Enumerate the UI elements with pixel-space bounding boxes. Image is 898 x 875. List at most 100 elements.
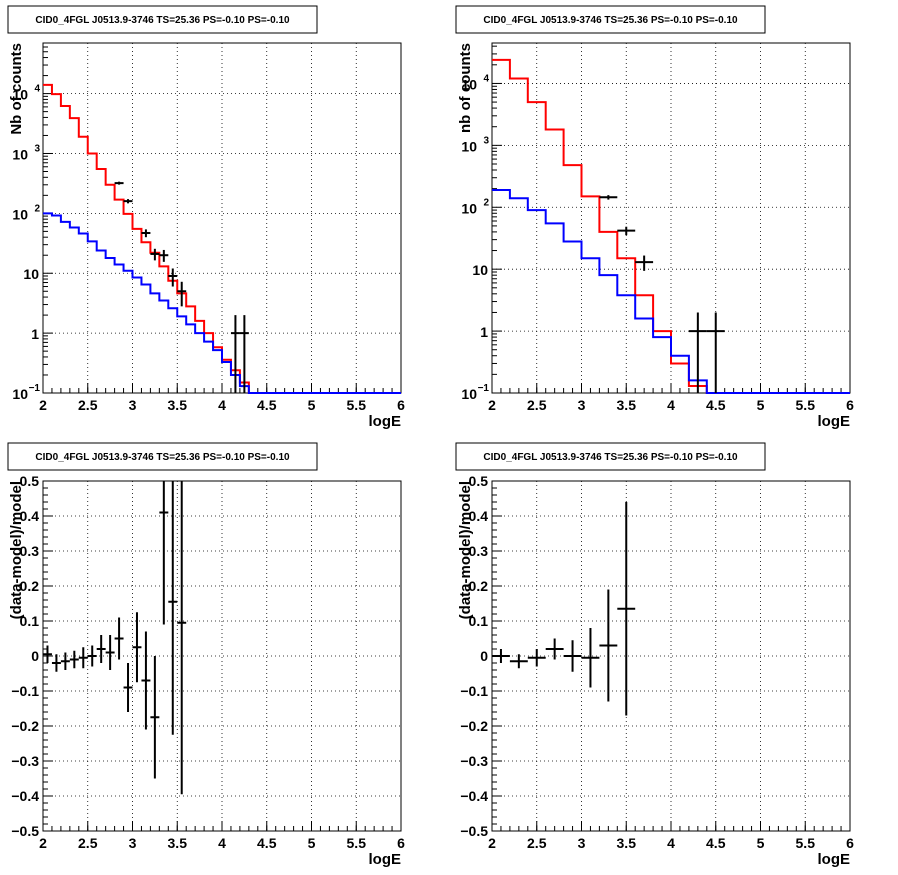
y-tick-label: 10: [472, 262, 488, 278]
data-point: [509, 654, 528, 669]
y-tick-label: −0.2: [460, 718, 488, 734]
data-point: [141, 631, 151, 730]
data-point: [635, 255, 654, 271]
y-tick-exponent: 4: [483, 73, 489, 84]
x-tick-label: 3.5: [168, 397, 188, 413]
x-tick-label: 5.5: [796, 397, 816, 413]
x-tick-label: 2: [39, 397, 47, 413]
chart-panel-1: CID0_4FGL J0513.9-3746 TS=25.36 PS=-0.10…: [7, 5, 405, 430]
data-point: [114, 617, 124, 660]
x-tick-label: 2.5: [78, 397, 98, 413]
data-point: [43, 645, 52, 663]
y-tick-label: −0.1: [460, 683, 488, 699]
x-tick-label: 5: [308, 397, 316, 413]
data-point: [114, 181, 124, 185]
x-tick-label: 5: [757, 397, 765, 413]
data-point: [78, 647, 88, 669]
data-point: [123, 199, 133, 204]
y-tick-label: 0.1: [469, 613, 489, 629]
x-axis-label: logE: [369, 413, 402, 430]
data-point: [581, 628, 600, 688]
data-point: [60, 652, 70, 670]
y-tick-label: −0.5: [460, 823, 488, 839]
data-point: [132, 612, 142, 683]
y-axis-label: (data-model)/model: [457, 481, 474, 619]
y-tick-label: −0.2: [11, 718, 39, 734]
chart-title: CID0_4FGL J0513.9-3746 TS=25.36 PS=-0.10…: [483, 452, 738, 463]
y-tick-label: 0.4: [469, 508, 489, 524]
data-point: [69, 650, 79, 669]
y-tick-label: 0: [31, 648, 39, 664]
data-point: [492, 649, 510, 663]
x-tick-label: 6: [846, 397, 854, 413]
y-tick-label: 10: [12, 87, 28, 103]
x-tick-label: 2: [488, 397, 496, 413]
chart-title: CID0_4FGL J0513.9-3746 TS=25.36 PS=-0.10…: [35, 15, 290, 26]
x-axis-label: logE: [818, 851, 851, 868]
y-axis-label: nb of counts: [457, 43, 474, 133]
x-tick-label: 6: [397, 397, 405, 413]
x-tick-label: 2.5: [527, 835, 547, 851]
y-tick-label: 10: [23, 266, 39, 282]
y-tick-exponent: −1: [29, 383, 41, 394]
x-tick-label: 5.5: [347, 835, 367, 851]
data-point: [177, 481, 187, 795]
x-tick-label: 2.5: [527, 397, 547, 413]
x-tick-label: 6: [397, 835, 405, 851]
y-tick-label: 0.3: [20, 543, 40, 559]
y-tick-label: 10: [12, 386, 28, 402]
chart-panel-2: CID0_4FGL J0513.9-3746 TS=25.36 PS=-0.10…: [455, 5, 854, 430]
y-tick-label: −0.5: [11, 823, 39, 839]
x-tick-label: 3.5: [168, 835, 188, 851]
series-step-line-2: [43, 212, 401, 394]
x-tick-label: 4: [218, 835, 226, 851]
y-tick-label: 1: [480, 324, 488, 340]
y-tick-exponent: 2: [34, 203, 40, 214]
chart-panel-4: CID0_4FGL J0513.9-3746 TS=25.36 PS=-0.10…: [455, 442, 854, 868]
y-axis-label: (data-model)/model: [8, 481, 25, 619]
data-point: [177, 281, 187, 307]
y-tick-label: 0.1: [20, 613, 40, 629]
data-point: [123, 663, 133, 712]
y-tick-exponent: −1: [478, 383, 490, 394]
y-tick-exponent: 3: [34, 143, 40, 154]
x-tick-label: 4: [667, 397, 675, 413]
x-tick-label: 3: [129, 835, 137, 851]
x-axis-label: logE: [369, 851, 402, 868]
data-point: [239, 315, 249, 393]
x-tick-label: 3: [578, 835, 586, 851]
data-point: [706, 312, 725, 393]
title-box: [455, 442, 766, 471]
x-axis-label: logE: [818, 413, 851, 430]
y-tick-label: 0.4: [20, 508, 40, 524]
chart-panel-3: CID0_4FGL J0513.9-3746 TS=25.36 PS=-0.10…: [7, 442, 405, 868]
data-point: [150, 656, 160, 779]
y-tick-label: −0.3: [11, 753, 39, 769]
data-point: [168, 268, 178, 287]
y-tick-label: 10: [461, 76, 477, 92]
data-point: [545, 638, 564, 660]
data-point: [599, 589, 618, 702]
data-point: [141, 229, 151, 238]
chart-title: CID0_4FGL J0513.9-3746 TS=25.36 PS=-0.10…: [483, 15, 738, 26]
y-tick-label: 0.5: [469, 473, 489, 489]
y-tick-label: 10: [12, 206, 28, 222]
data-point: [599, 195, 618, 200]
x-tick-label: 2: [488, 835, 496, 851]
data-point: [688, 312, 707, 393]
x-tick-label: 5.5: [796, 835, 816, 851]
y-tick-label: 10: [461, 200, 477, 216]
y-tick-exponent: 2: [483, 197, 489, 208]
series-step-line-2: [492, 189, 850, 394]
data-point: [563, 640, 582, 672]
data-point: [105, 635, 115, 670]
x-tick-label: 5: [757, 835, 765, 851]
x-tick-label: 3.5: [617, 397, 637, 413]
y-tick-label: 10: [461, 138, 477, 154]
y-tick-label: 10: [12, 146, 28, 162]
y-tick-label: 0.3: [469, 543, 489, 559]
y-tick-label: −0.1: [11, 683, 39, 699]
y-tick-label: −0.4: [460, 788, 488, 804]
title-box: [7, 442, 318, 471]
